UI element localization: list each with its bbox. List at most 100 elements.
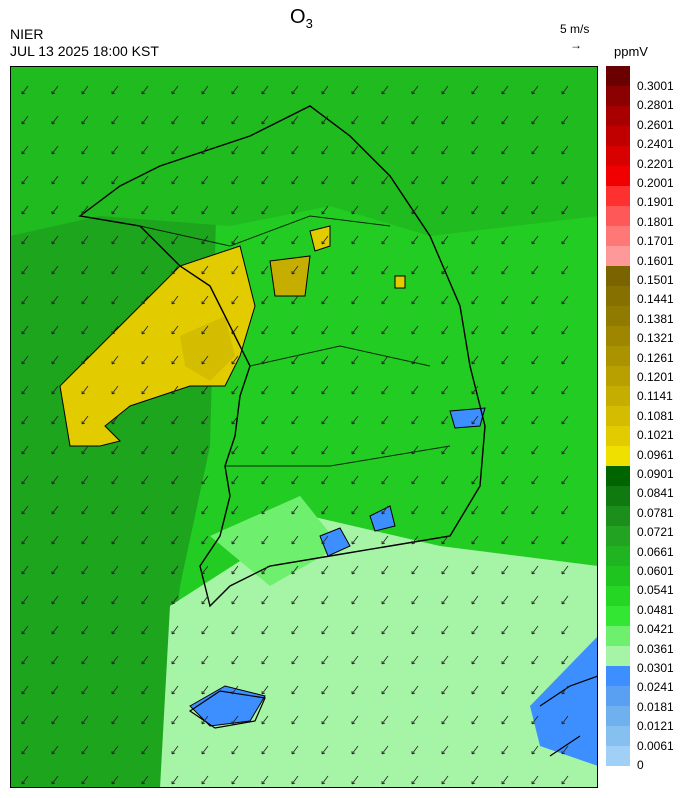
wind-arrow — [411, 85, 419, 95]
wind-arrow — [171, 355, 179, 365]
colorbar-swatch — [606, 286, 630, 307]
wind-arrow — [171, 505, 179, 515]
colorbar-swatch — [606, 346, 630, 367]
wind-arrow — [261, 535, 269, 545]
wind-arrow — [321, 625, 329, 635]
wind-arrow — [141, 115, 149, 125]
wind-arrow — [231, 685, 239, 695]
wind-arrow — [561, 325, 569, 335]
wind-arrow — [531, 295, 539, 305]
wind-arrow — [111, 535, 119, 545]
wind-arrow — [561, 145, 569, 155]
wind-arrow — [501, 325, 509, 335]
colorbar-label: 0.2201 — [637, 156, 674, 171]
colorbar-swatch — [606, 66, 630, 87]
wind-arrow — [171, 625, 179, 635]
wind-arrow — [351, 205, 359, 215]
colorbar-swatch — [606, 186, 630, 207]
wind-arrow — [81, 535, 89, 545]
wind-arrow — [141, 595, 149, 605]
wind-arrow — [111, 415, 119, 425]
wind-arrow — [351, 115, 359, 125]
wind-arrow — [171, 685, 179, 695]
wind-arrow — [561, 445, 569, 455]
wind-arrow — [141, 475, 149, 485]
colorbar — [606, 66, 630, 766]
wind-arrow — [381, 715, 389, 725]
colorbar-swatch — [606, 646, 630, 667]
wind-arrow — [321, 205, 329, 215]
wind-arrow — [531, 565, 539, 575]
wind-arrow — [51, 475, 59, 485]
wind-arrow — [501, 595, 509, 605]
colorbar-swatch — [606, 606, 630, 627]
wind-arrow — [201, 145, 209, 155]
colorbar-swatch — [606, 566, 630, 587]
wind-arrow — [411, 265, 419, 275]
wind-arrow — [531, 505, 539, 515]
colorbar-swatch — [606, 406, 630, 427]
wind-arrow — [261, 385, 269, 395]
wind-arrow — [381, 655, 389, 665]
wind-arrow — [351, 745, 359, 755]
colorbar-swatch — [606, 746, 630, 766]
wind-arrow — [441, 565, 449, 575]
wind-arrow — [111, 145, 119, 155]
northern-field — [10, 66, 598, 236]
wind-arrow — [381, 475, 389, 485]
wind-arrow — [321, 535, 329, 545]
wind-arrow — [291, 625, 299, 635]
wind-arrow — [531, 325, 539, 335]
wind-arrow — [201, 475, 209, 485]
wind-arrow — [321, 445, 329, 455]
wind-arrow — [471, 295, 479, 305]
wind-arrow — [381, 625, 389, 635]
wind-arrow — [471, 385, 479, 395]
jeju-outline — [188, 690, 266, 729]
wind-arrow — [111, 715, 119, 725]
wind-arrow — [351, 565, 359, 575]
wind-arrow — [21, 685, 29, 695]
colorbar-label: 0.1021 — [637, 428, 674, 443]
wind-arrow — [111, 655, 119, 665]
wind-arrow — [411, 625, 419, 635]
wind-arrow — [321, 415, 329, 425]
wind-arrow — [351, 685, 359, 695]
colorbar-swatch — [606, 366, 630, 387]
wind-arrow — [411, 205, 419, 215]
wind-arrow — [201, 655, 209, 665]
colorbar-label: 0.1701 — [637, 234, 674, 249]
wind-arrow — [171, 475, 179, 485]
wind-arrow — [561, 775, 569, 785]
wind-arrow — [531, 115, 539, 125]
wind-arrow — [561, 415, 569, 425]
colorbar-swatch — [606, 206, 630, 227]
wind-arrow — [561, 595, 569, 605]
wind-arrow — [471, 625, 479, 635]
wind-arrow — [261, 565, 269, 575]
wind-arrow — [231, 625, 239, 635]
wind-arrow — [561, 205, 569, 215]
wind-arrow — [381, 505, 389, 515]
wind-arrow — [501, 565, 509, 575]
wind-arrow — [81, 265, 89, 275]
wind-arrow — [111, 685, 119, 695]
wind-arrow — [201, 505, 209, 515]
wind-arrow — [531, 385, 539, 395]
wind-arrow — [201, 445, 209, 455]
wind-arrow — [381, 115, 389, 125]
colorbar-swatch — [606, 466, 630, 487]
wind-arrow — [411, 325, 419, 335]
wind-arrow — [411, 145, 419, 155]
wind-arrow — [21, 115, 29, 125]
wind-arrow — [231, 325, 239, 335]
high-ozone-plume — [59, 245, 256, 447]
wind-arrow — [381, 445, 389, 455]
wind-arrow — [291, 235, 299, 245]
wind-arrow — [231, 145, 239, 155]
wind-arrow — [501, 715, 509, 725]
wind-arrow — [141, 415, 149, 425]
wind-arrow — [531, 265, 539, 275]
colorbar-swatch — [606, 446, 630, 467]
wind-arrow — [81, 475, 89, 485]
